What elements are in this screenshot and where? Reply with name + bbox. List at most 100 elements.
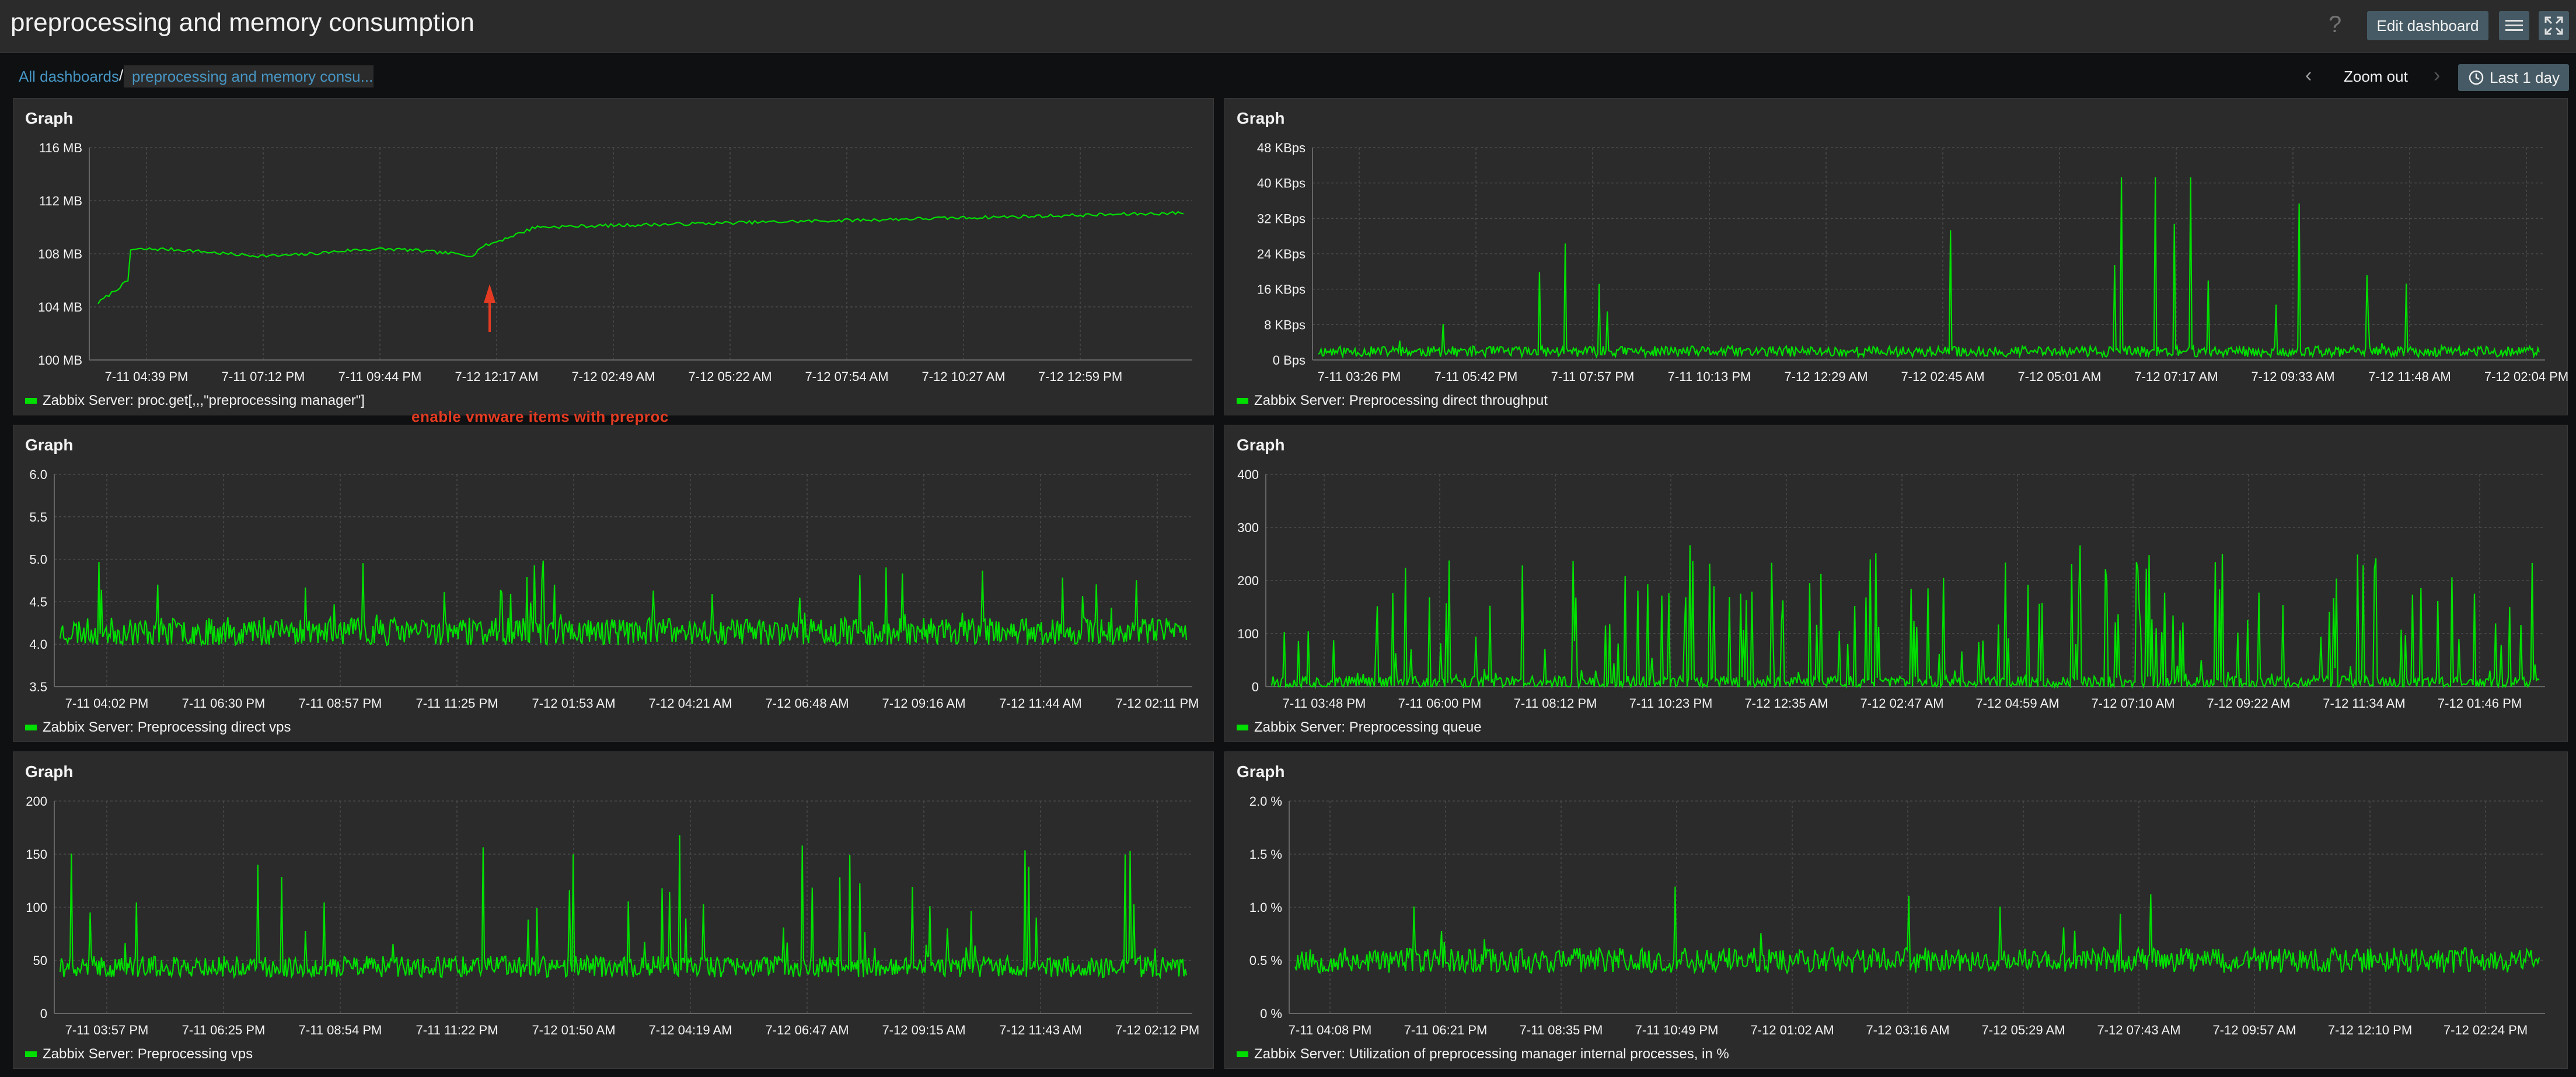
y-tick-label: 5.5 bbox=[29, 510, 47, 524]
graph-legend: Zabbix Server: Preprocessing vps bbox=[25, 1046, 253, 1062]
y-tick-label: 2.0 % bbox=[1249, 794, 1282, 809]
edit-dashboard-button[interactable]: Edit dashboard bbox=[2367, 11, 2488, 40]
y-tick-label: 100 MB bbox=[38, 353, 82, 368]
time-period-label: Last 1 day bbox=[2490, 68, 2560, 86]
series-line bbox=[97, 211, 1184, 305]
breadcrumb-separator: / bbox=[119, 67, 124, 84]
x-tick-label: 7-12 03:16 AM bbox=[1866, 1023, 1949, 1037]
x-tick-label: 7-11 11:25 PM bbox=[416, 696, 498, 711]
graph-widget-throughput[interactable]: Graph 48 KBps 40 KBps 32 KBps 24 KBps 16 KBp… bbox=[1224, 98, 2568, 415]
page-title: preprocessing and memory consumption bbox=[11, 8, 474, 37]
x-tick-label: 7-12 04:19 AM bbox=[648, 1023, 732, 1037]
fullscreen-button[interactable] bbox=[2539, 11, 2569, 40]
x-tick-label: 7-12 11:44 AM bbox=[999, 696, 1081, 711]
legend-swatch bbox=[1237, 398, 1248, 404]
graph-canvas[interactable]: 200 150 100 50 0 7-11 03:57 PM 7-11 06:25 PM 7-… bbox=[13, 752, 1214, 1069]
x-tick-label: 7-12 05:22 AM bbox=[688, 369, 772, 384]
graph-widget-direct-vps[interactable]: Graph 6.0 5.5 5.0 4.5 4.0 3.5 7-11 04:02 PM 7-1… bbox=[13, 425, 1214, 742]
y-tick-label: 24 KBps bbox=[1257, 247, 1306, 261]
x-tick-label: 7-11 03:57 PM bbox=[65, 1023, 149, 1037]
x-tick-label: 7-11 04:02 PM bbox=[65, 696, 149, 711]
x-tick-label: 7-12 02:47 AM bbox=[1860, 696, 1943, 711]
y-tick-label: 116 MB bbox=[39, 141, 82, 155]
clock-icon bbox=[2469, 70, 2484, 85]
series-line bbox=[1294, 886, 2540, 975]
graph-widget-memory[interactable]: Graph 116 MB 112 MB 108 MB 104 MB 100 MB 7-11… bbox=[13, 98, 1214, 425]
zoom-out-button[interactable]: Zoom out bbox=[2344, 68, 2408, 85]
series-line bbox=[1270, 545, 2540, 690]
x-tick-label: 7-12 09:22 AM bbox=[2207, 696, 2290, 711]
x-tick-label: 7-12 12:35 AM bbox=[1744, 696, 1828, 711]
graph-canvas[interactable]: 6.0 5.5 5.0 4.5 4.0 3.5 7-11 04:02 PM 7-11 06:3… bbox=[13, 425, 1214, 743]
annotation-label: enable vmware items with preproc bbox=[411, 408, 669, 425]
widget-title: Graph bbox=[25, 109, 74, 127]
series-line bbox=[59, 560, 1188, 647]
legend-label: Zabbix Server: Preprocessing queue bbox=[1254, 719, 1482, 735]
legend-swatch bbox=[25, 398, 37, 404]
widget-title: Graph bbox=[25, 763, 74, 781]
x-tick-label: 7-12 11:48 AM bbox=[2368, 369, 2451, 384]
x-tick-label: 7-11 07:12 PM bbox=[222, 369, 305, 384]
y-tick-label: 4.0 bbox=[29, 637, 47, 652]
chevron-right-icon[interactable]: › bbox=[2434, 64, 2441, 86]
x-tick-label: 7-12 07:10 AM bbox=[2091, 696, 2174, 711]
graph-legend: Zabbix Server: proc.get[,,,"preprocessin… bbox=[25, 393, 365, 409]
widget-title: Graph bbox=[1237, 436, 1285, 454]
x-tick-label: 7-12 02:45 AM bbox=[1901, 369, 1984, 384]
y-tick-label: 8 KBps bbox=[1264, 317, 1306, 332]
legend-swatch bbox=[25, 725, 37, 730]
graph-canvas[interactable]: 48 KBps 40 KBps 32 KBps 24 KBps 16 KBps 8 KBp… bbox=[1225, 99, 2568, 416]
legend-label: Zabbix Server: Preprocessing vps bbox=[43, 1046, 253, 1062]
x-tick-label: 7-12 04:59 AM bbox=[1975, 696, 2059, 711]
widget-title: Graph bbox=[25, 436, 74, 454]
graph-canvas[interactable]: 116 MB 112 MB 108 MB 104 MB 100 MB 7-11 04:39… bbox=[13, 99, 1214, 416]
menu-button[interactable] bbox=[2499, 11, 2529, 40]
x-tick-label: 7-11 04:08 PM bbox=[1289, 1023, 1372, 1037]
legend-label: Zabbix Server: proc.get[,,,"preprocessin… bbox=[43, 393, 365, 408]
y-tick-label: 3.5 bbox=[29, 680, 47, 694]
graph-legend: Zabbix Server: Utilization of preprocess… bbox=[1237, 1046, 1729, 1062]
x-tick-label: 7-12 01:50 AM bbox=[532, 1023, 615, 1037]
x-tick-label: 7-11 04:39 PM bbox=[105, 369, 189, 384]
breadcrumb-current[interactable]: preprocessing and memory consu... bbox=[124, 65, 374, 88]
legend-label: Zabbix Server: Preprocessing direct thro… bbox=[1254, 393, 1548, 408]
breadcrumb-bar: All dashboards / preprocessing and memor… bbox=[0, 54, 2576, 98]
legend-swatch bbox=[25, 1051, 37, 1057]
x-tick-label: 7-12 02:11 PM bbox=[1116, 696, 1199, 711]
x-tick-label: 7-12 02:49 AM bbox=[571, 369, 655, 384]
graph-canvas[interactable]: 400 300 200 100 0 7-11 03:48 PM 7-11 06:00 PM 7… bbox=[1225, 425, 2568, 743]
breadcrumb-all-dashboards[interactable]: All dashboards bbox=[19, 68, 119, 85]
x-tick-label: 7-11 03:26 PM bbox=[1318, 369, 1401, 384]
dashboard-header: preprocessing and memory consumption ? E… bbox=[0, 0, 2576, 53]
time-period-button[interactable]: Last 1 day bbox=[2458, 64, 2569, 91]
graph-legend: Zabbix Server: Preprocessing direct vps bbox=[25, 719, 291, 736]
graph-widget-queue[interactable]: Graph 400 300 200 100 0 7-11 03:48 PM 7-11 06:… bbox=[1224, 425, 2568, 742]
x-tick-label: 7-12 07:54 AM bbox=[805, 369, 888, 384]
x-tick-label: 7-12 12:29 AM bbox=[1784, 369, 1868, 384]
x-tick-label: 7-11 08:35 PM bbox=[1520, 1023, 1603, 1037]
x-tick-label: 7-12 09:16 AM bbox=[882, 696, 965, 711]
x-tick-label: 7-11 08:54 PM bbox=[299, 1023, 382, 1037]
y-tick-label: 200 bbox=[26, 794, 47, 809]
x-tick-label: 7-12 11:34 AM bbox=[2323, 696, 2405, 711]
x-tick-label: 7-11 10:23 PM bbox=[1629, 696, 1713, 711]
question-icon[interactable]: ? bbox=[2329, 12, 2342, 37]
chevron-left-icon[interactable]: ‹ bbox=[2305, 64, 2312, 86]
y-tick-label: 40 KBps bbox=[1257, 176, 1306, 191]
x-tick-label: 7-12 12:59 PM bbox=[1038, 369, 1122, 384]
x-tick-label: 7-12 05:01 AM bbox=[2017, 369, 2101, 384]
y-tick-label: 0 Bps bbox=[1273, 353, 1306, 368]
y-tick-label: 150 bbox=[26, 847, 47, 862]
graph-canvas[interactable]: 2.0 % 1.5 % 1.0 % 0.5 % 0 % 7-11 04:08 PM 7-11… bbox=[1225, 752, 2568, 1069]
y-tick-label: 50 bbox=[33, 953, 47, 968]
x-tick-label: 7-11 10:13 PM bbox=[1668, 369, 1751, 384]
graph-widget-vps[interactable]: Graph 200 150 100 50 0 7-11 03:57 PM 7-11 06:2… bbox=[13, 751, 1214, 1069]
graph-widget-utilization[interactable]: Graph 2.0 % 1.5 % 1.0 % 0.5 % 0 % 7-11 04:08 … bbox=[1224, 751, 2568, 1069]
x-tick-label: 7-12 06:48 AM bbox=[765, 696, 849, 711]
legend-label: Zabbix Server: Preprocessing direct vps bbox=[43, 719, 291, 735]
y-tick-label: 48 KBps bbox=[1257, 141, 1306, 155]
x-tick-label: 7-11 03:48 PM bbox=[1283, 696, 1366, 711]
x-tick-label: 7-11 06:25 PM bbox=[182, 1023, 266, 1037]
x-tick-label: 7-11 06:00 PM bbox=[1398, 696, 1482, 711]
y-tick-label: 104 MB bbox=[38, 300, 82, 314]
